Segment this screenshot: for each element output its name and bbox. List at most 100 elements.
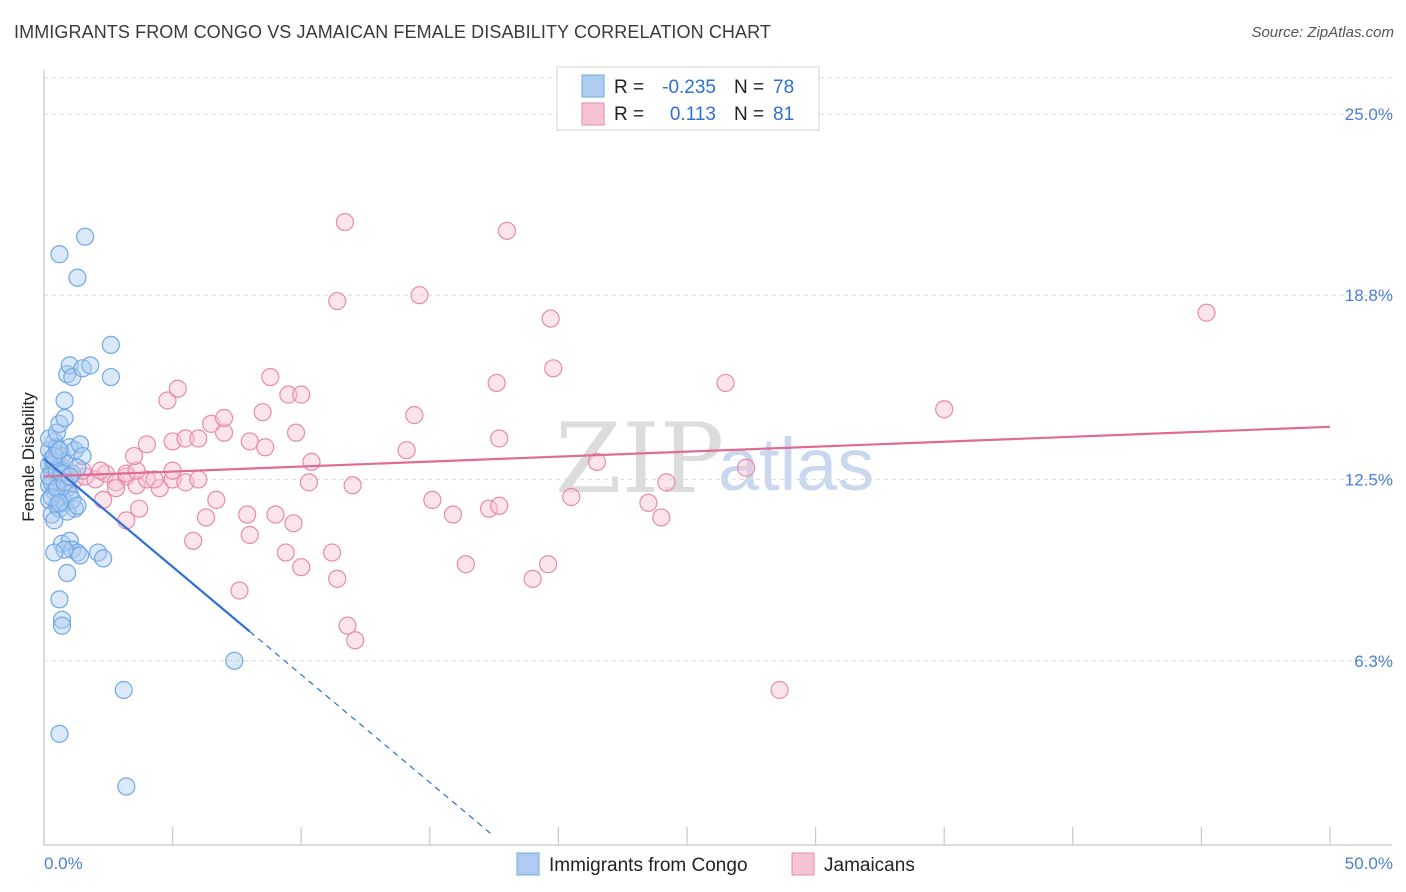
legend-r-value-congo: -0.235 bbox=[662, 77, 716, 98]
legend-r-label-jamaicans: R = bbox=[614, 104, 644, 125]
jamaicans-point-64 bbox=[240, 525, 259, 545]
jamaicans-point-56 bbox=[443, 505, 463, 524]
legend-swatch-jamaicans bbox=[581, 102, 605, 126]
congo-point-56 bbox=[50, 590, 69, 609]
jamaicans-point-47 bbox=[716, 373, 735, 393]
congo-point-63 bbox=[50, 724, 69, 743]
jamaicans-point-48 bbox=[405, 405, 424, 425]
jamaicans-point-39 bbox=[302, 452, 321, 471]
trend-lines bbox=[43, 425, 1331, 837]
jamaicans-point-81 bbox=[935, 400, 954, 419]
x-tick-label-min: 0.0% bbox=[44, 854, 83, 873]
jamaicans-point-55 bbox=[423, 490, 442, 510]
jamaicans-point-21 bbox=[189, 470, 208, 489]
congo-point-61 bbox=[225, 651, 244, 670]
jamaicans-point-23 bbox=[137, 435, 156, 454]
legend-swatch-congo bbox=[581, 74, 605, 98]
y-axis-title: Female Disability bbox=[19, 392, 38, 522]
congo-trend-line bbox=[43, 458, 251, 633]
jamaicans-point-43 bbox=[410, 286, 429, 305]
jamaicans-point-10 bbox=[150, 479, 169, 498]
jamaicans-point-28 bbox=[240, 432, 259, 451]
jamaicans-point-76 bbox=[230, 581, 249, 600]
congo-point-26 bbox=[68, 496, 87, 515]
jamaicans-point-18 bbox=[127, 461, 146, 480]
congo-point-29 bbox=[50, 414, 69, 433]
congo-point-42 bbox=[81, 356, 100, 375]
congo-point-64 bbox=[117, 777, 136, 796]
jamaicans-point-84 bbox=[94, 490, 113, 510]
jamaicans-trend-line bbox=[43, 425, 1331, 478]
jamaicans-point-63 bbox=[266, 505, 285, 524]
jamaicans-point-53 bbox=[299, 473, 319, 492]
y-tick-labels: 25.0% 18.8% 12.5% 6.3% bbox=[1345, 105, 1393, 671]
jamaicans-point-62 bbox=[652, 508, 671, 527]
legend-n-value-jamaicans: 81 bbox=[773, 104, 794, 125]
source-label: Source: ZipAtlas.com bbox=[1251, 24, 1394, 41]
congo-point-47 bbox=[76, 227, 95, 246]
jamaicans-point-22 bbox=[124, 446, 144, 466]
legend-n-value-congo: 78 bbox=[773, 77, 794, 98]
jamaicans-point-42 bbox=[328, 291, 347, 311]
jamaicans-point-25 bbox=[176, 429, 195, 448]
jamaicans-point-78 bbox=[338, 616, 357, 635]
jamaicans-point-32 bbox=[158, 391, 177, 410]
bottom-legend-label-congo: Immigrants from Congo bbox=[549, 855, 748, 876]
congo-point-43 bbox=[101, 335, 120, 355]
congo-point-60 bbox=[94, 549, 113, 568]
jamaicans-point-79 bbox=[770, 680, 789, 700]
jamaicans-point-29 bbox=[256, 438, 275, 457]
legend-n-label-jamaicans: N = bbox=[734, 104, 764, 125]
congo-point-53 bbox=[55, 540, 74, 559]
congo-point-30 bbox=[55, 408, 74, 428]
congo-point-73 bbox=[50, 493, 69, 512]
congo-point-59 bbox=[88, 543, 108, 562]
jamaicans-point-38 bbox=[286, 423, 306, 442]
jamaicans-point-60 bbox=[639, 493, 658, 512]
jamaicans-point-68 bbox=[196, 508, 216, 527]
jamaicans-point-16 bbox=[106, 479, 126, 498]
jamaicans-point-33 bbox=[168, 379, 187, 398]
chart-title: IMMIGRANTS FROM CONGO VS JAMAICAN FEMALE… bbox=[14, 22, 771, 42]
congo-point-58 bbox=[52, 616, 72, 635]
jamaicans-point-35 bbox=[279, 385, 298, 404]
congo-point-22 bbox=[45, 511, 64, 530]
jamaicans-point-61 bbox=[657, 473, 676, 492]
bottom-legend-swatch-congo bbox=[516, 852, 540, 876]
jamaicans-point-19 bbox=[145, 470, 164, 489]
jamaicans-point-73 bbox=[456, 555, 475, 574]
congo-point-54 bbox=[45, 543, 64, 562]
jamaicans-point-54 bbox=[343, 476, 362, 495]
jamaicans-point-83 bbox=[130, 499, 149, 518]
watermark-atlas: atlas bbox=[718, 423, 874, 506]
jamaicans-points bbox=[47, 212, 1216, 700]
jamaicans-point-72 bbox=[292, 558, 311, 577]
watermark-zip: ZIP bbox=[555, 403, 724, 515]
jamaicans-point-52 bbox=[737, 458, 756, 477]
congo-point-37 bbox=[55, 391, 74, 410]
y-tick-label-2: 12.5% bbox=[1345, 470, 1393, 489]
congo-point-46 bbox=[68, 268, 87, 287]
y-tick-label-3: 6.3% bbox=[1354, 652, 1393, 671]
jamaicans-point-80 bbox=[1197, 303, 1216, 322]
jamaicans-point-50 bbox=[397, 441, 416, 460]
jamaicans-point-74 bbox=[539, 555, 558, 574]
jamaicans-point-15 bbox=[91, 461, 110, 480]
correlation-legend: R = -0.235 N = 78 R = 0.113 N = 81 bbox=[556, 66, 820, 131]
jamaicans-point-51 bbox=[587, 452, 607, 471]
jamaicans-point-44 bbox=[541, 309, 560, 328]
jamaicans-point-59 bbox=[562, 487, 581, 507]
congo-point-33 bbox=[70, 435, 90, 454]
legend-r-value-jamaicans: 0.113 bbox=[670, 104, 716, 125]
x-ticks bbox=[43, 827, 1331, 845]
bottom-legend-label-jamaicans: Jamaicans bbox=[824, 855, 915, 876]
x-tick-label-max: 50.0% bbox=[1345, 854, 1393, 873]
jamaicans-point-75 bbox=[523, 569, 542, 588]
jamaicans-point-67 bbox=[284, 514, 303, 533]
y-tick-label-0: 25.0% bbox=[1345, 105, 1393, 124]
jamaicans-point-34 bbox=[253, 403, 272, 422]
bottom-legend-swatch-jamaicans bbox=[791, 852, 815, 876]
legend-r-label-congo: R = bbox=[614, 77, 644, 98]
jamaicans-point-26 bbox=[189, 429, 208, 448]
congo-point-57 bbox=[52, 610, 72, 629]
